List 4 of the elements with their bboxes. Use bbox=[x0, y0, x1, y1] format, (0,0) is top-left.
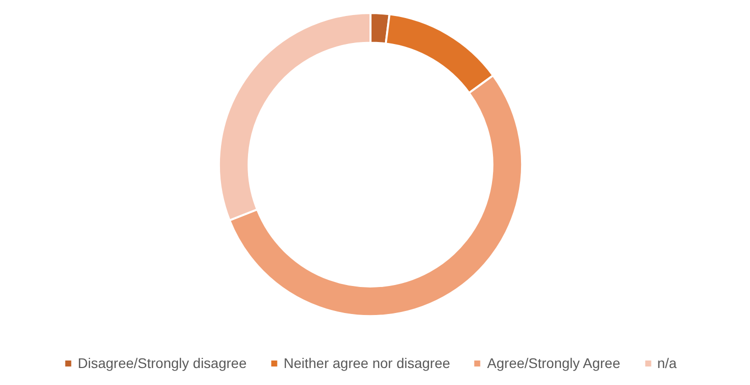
legend-label: Agree/Strongly Agree bbox=[487, 355, 620, 371]
legend-label: n/a bbox=[657, 355, 678, 371]
legend-label: Neither agree nor disagree bbox=[284, 355, 450, 371]
legend-label: Disagree/Strongly disagree bbox=[78, 355, 247, 371]
